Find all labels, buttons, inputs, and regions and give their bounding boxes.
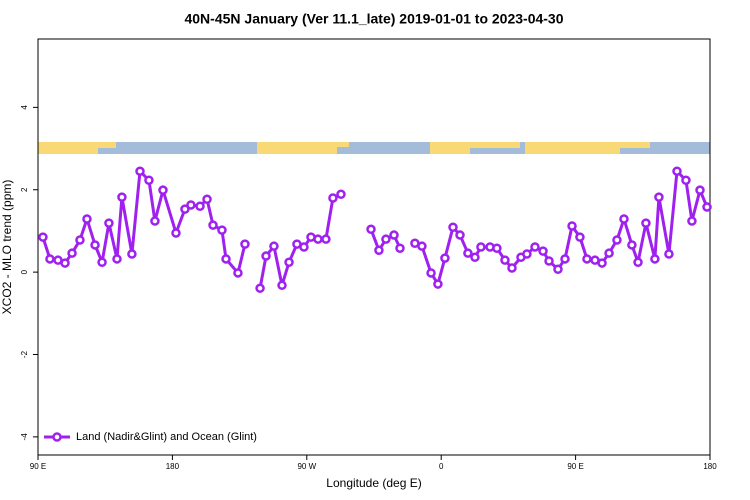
point xyxy=(381,234,391,244)
point xyxy=(255,283,265,293)
x-tick-label: 90 E xyxy=(30,462,46,471)
legend-marker xyxy=(52,432,62,442)
point xyxy=(695,185,705,195)
point xyxy=(476,242,486,252)
point xyxy=(374,245,384,256)
point xyxy=(217,225,227,235)
point xyxy=(440,253,450,263)
point xyxy=(470,252,480,263)
point xyxy=(575,232,585,242)
point xyxy=(97,257,107,267)
point xyxy=(654,192,664,202)
point xyxy=(90,240,100,250)
point xyxy=(321,234,331,244)
point xyxy=(702,202,712,212)
point xyxy=(171,228,181,238)
point xyxy=(553,264,563,274)
point xyxy=(538,246,548,256)
point xyxy=(417,241,427,251)
legend-label: Land (Nadir&Glint) and Ocean (Glint) xyxy=(76,431,257,443)
point xyxy=(269,241,279,251)
point xyxy=(389,230,399,240)
point xyxy=(395,243,405,253)
point xyxy=(672,166,682,176)
point xyxy=(448,222,458,232)
point xyxy=(597,258,607,268)
point xyxy=(522,249,532,259)
point xyxy=(38,232,48,242)
point xyxy=(641,218,651,228)
point xyxy=(492,243,502,253)
point xyxy=(144,175,154,186)
point xyxy=(560,254,570,264)
x-tick-label: 90 W xyxy=(297,462,316,471)
point xyxy=(60,258,70,268)
point xyxy=(664,249,674,259)
point xyxy=(221,254,231,264)
point xyxy=(619,214,629,224)
point xyxy=(261,251,271,261)
point xyxy=(104,218,114,228)
y-tick-label: -4 xyxy=(20,433,29,441)
point xyxy=(681,175,691,186)
y-tick-label: -2 xyxy=(20,350,29,358)
chart-title: 40N-45N January (Ver 11.1_late) 2019-01-… xyxy=(184,11,563,27)
y-axis-label: XCO2 - MLO trend (ppm) xyxy=(0,180,14,315)
point xyxy=(567,221,577,231)
point xyxy=(433,279,443,289)
point xyxy=(650,254,660,264)
point xyxy=(328,193,338,203)
y-tick-label: 0 xyxy=(20,269,29,274)
x-tick-label: 180 xyxy=(703,462,717,471)
point xyxy=(687,216,697,226)
x-tick-label: 180 xyxy=(166,462,180,471)
point xyxy=(366,224,376,235)
x-tick-label: 90 E xyxy=(567,462,583,471)
y-tick-label: 2 xyxy=(20,187,29,192)
point xyxy=(313,234,323,244)
point xyxy=(544,256,554,266)
point xyxy=(463,248,473,258)
point xyxy=(284,257,294,267)
land-ocean-strip xyxy=(38,142,710,154)
point xyxy=(582,254,592,264)
point xyxy=(135,166,145,176)
x-axis-label: Longitude (deg E) xyxy=(326,476,421,490)
point xyxy=(186,200,196,210)
point xyxy=(158,185,168,195)
point xyxy=(82,214,92,224)
point xyxy=(208,220,218,230)
point xyxy=(202,194,212,204)
point xyxy=(507,263,517,273)
point xyxy=(195,201,205,211)
point xyxy=(180,204,190,214)
point xyxy=(604,248,614,258)
point xyxy=(426,268,436,278)
point xyxy=(75,235,85,245)
point xyxy=(277,280,287,291)
point xyxy=(240,239,250,249)
point xyxy=(455,230,465,240)
y-tick-label: 4 xyxy=(20,105,29,110)
point xyxy=(633,257,643,267)
x-tick-label: 0 xyxy=(439,462,444,471)
point xyxy=(112,254,122,264)
point xyxy=(299,242,309,252)
point xyxy=(127,249,137,259)
point xyxy=(530,242,540,252)
point xyxy=(45,254,55,264)
point xyxy=(336,189,346,200)
point xyxy=(150,216,160,226)
point xyxy=(67,248,77,258)
point xyxy=(500,255,510,265)
point xyxy=(612,235,622,245)
point xyxy=(233,268,243,278)
point xyxy=(627,240,637,250)
point xyxy=(117,192,127,202)
legend: Land (Nadir&Glint) and Ocean (Glint) xyxy=(44,431,257,443)
plot-frame xyxy=(37,38,711,456)
